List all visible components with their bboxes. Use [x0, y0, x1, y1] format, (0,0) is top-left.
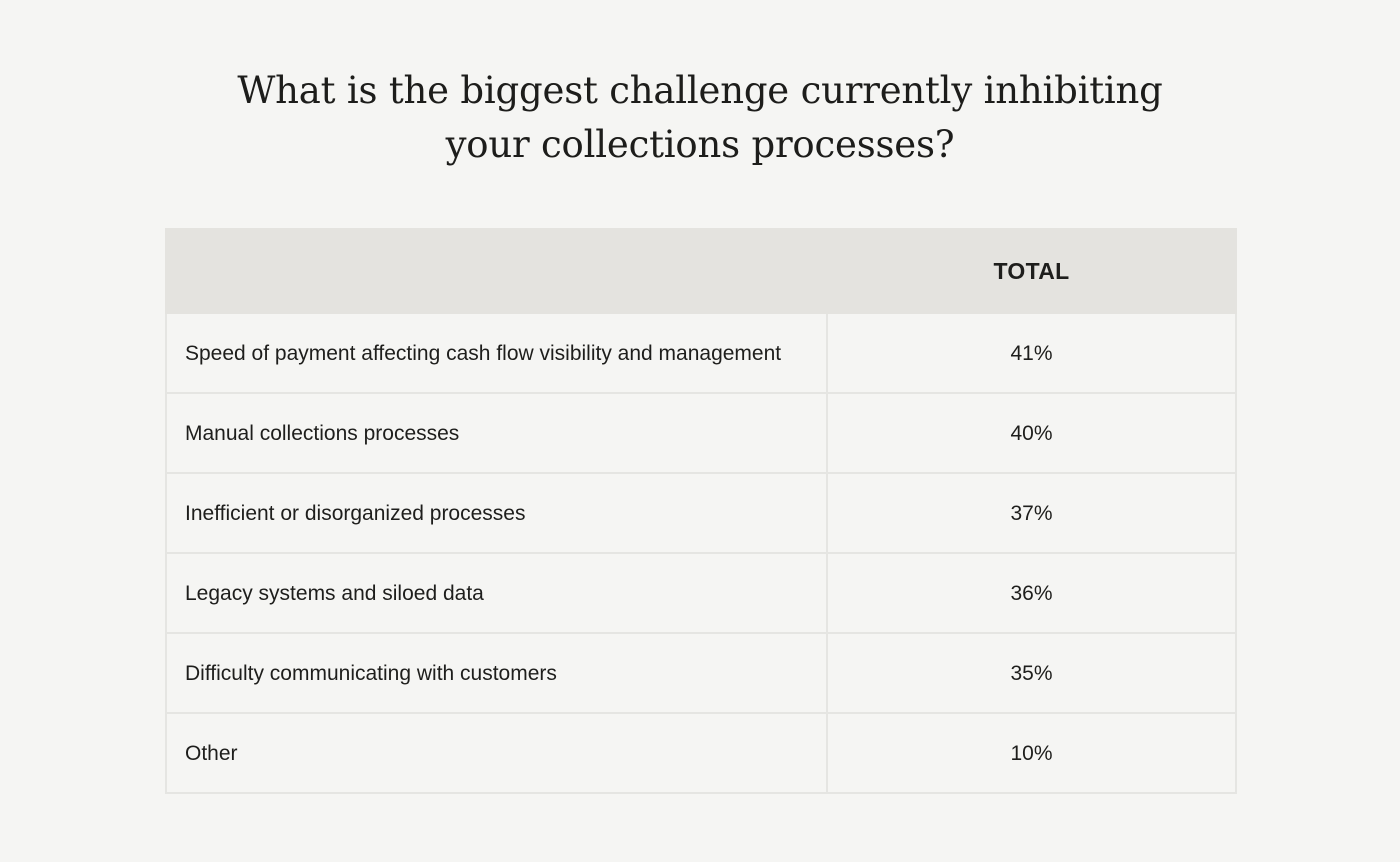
row-label: Other: [165, 712, 828, 794]
row-value: 10%: [826, 712, 1237, 794]
table-row: Speed of payment affecting cash flow vis…: [165, 312, 1237, 394]
row-label: Manual collections processes: [165, 392, 828, 474]
table-row: Other 10%: [165, 712, 1237, 794]
row-value: 41%: [826, 312, 1237, 394]
row-value: 40%: [826, 392, 1237, 474]
table-row: Legacy systems and siloed data 36%: [165, 552, 1237, 634]
chart-title-line-2: your collections processes?: [445, 123, 955, 166]
table-row: Manual collections processes 40%: [165, 392, 1237, 474]
table-row: Difficulty communicating with customers …: [165, 632, 1237, 714]
row-label: Legacy systems and siloed data: [165, 552, 828, 634]
table-row: Inefficient or disorganized processes 37…: [165, 472, 1237, 554]
row-value: 36%: [826, 552, 1237, 634]
chart-title: What is the biggest challenge currently …: [200, 64, 1200, 172]
row-label: Speed of payment affecting cash flow vis…: [165, 312, 828, 394]
header-row: TOTAL: [165, 228, 1237, 314]
results-table: TOTAL Speed of payment affecting cash fl…: [165, 228, 1237, 794]
row-value: 35%: [826, 632, 1237, 714]
row-label: Inefficient or disorganized processes: [165, 472, 828, 554]
header-label-cell: [165, 228, 828, 314]
chart-title-line-1: What is the biggest challenge currently …: [237, 69, 1163, 112]
header-total-cell: TOTAL: [826, 228, 1237, 314]
row-value: 37%: [826, 472, 1237, 554]
row-label: Difficulty communicating with customers: [165, 632, 828, 714]
